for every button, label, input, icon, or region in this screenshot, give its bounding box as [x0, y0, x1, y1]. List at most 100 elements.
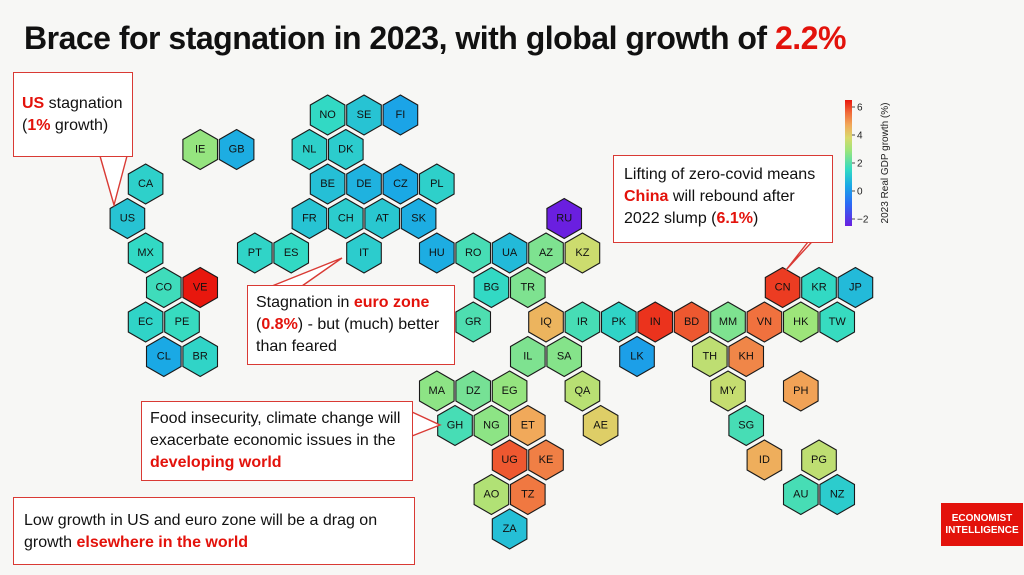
hex-shape — [637, 301, 674, 343]
hex-label: CZ — [393, 178, 408, 190]
title-highlight: 2.2% — [774, 20, 846, 56]
hex-label: PK — [611, 316, 626, 328]
hex-shape — [218, 128, 255, 171]
hex-label: EC — [138, 316, 153, 328]
callout-drag: Low growth in US and euro zone will be a… — [13, 497, 415, 565]
hex-ug: UG — [491, 439, 528, 481]
hex-label: PH — [793, 385, 808, 397]
hex-shape — [509, 266, 546, 309]
hex-ro: RO — [455, 232, 492, 274]
hex-fi: FI — [382, 94, 419, 136]
hex-label: DE — [356, 178, 371, 190]
hex-label: VE — [193, 282, 208, 294]
hex-label: LK — [630, 351, 644, 363]
hex-label: GB — [229, 144, 245, 156]
hex-shape — [418, 163, 455, 205]
hex-label: BR — [193, 351, 208, 363]
hex-shape — [600, 301, 637, 343]
hex-pe: PE — [164, 301, 200, 343]
hex-shape — [145, 266, 182, 309]
hex-label: CN — [775, 282, 791, 294]
hex-kr: KR — [801, 266, 837, 309]
chart-title: Brace for stagnation in 2023, with globa… — [24, 20, 846, 57]
hex-gh: GH — [437, 404, 473, 447]
hex-ke: KE — [528, 439, 564, 481]
hex-shape — [473, 266, 510, 309]
hex-label: ID — [759, 454, 770, 466]
hex-shape — [127, 301, 164, 343]
hex-shape — [455, 232, 492, 274]
hex-label: IT — [359, 247, 369, 259]
hex-ng: NG — [473, 404, 510, 447]
hex-shape — [837, 266, 874, 309]
hex-label: BD — [684, 316, 699, 328]
hex-shape — [746, 301, 783, 343]
hex-shape — [309, 94, 346, 136]
hex-label: SK — [411, 213, 426, 225]
hex-shape — [546, 335, 583, 378]
hex-shape — [473, 473, 510, 516]
hex-label: TH — [702, 351, 717, 363]
hex-au: AU — [782, 473, 819, 516]
hex-bg: BG — [473, 266, 510, 309]
hex-label: US — [120, 213, 135, 225]
hex-label: CA — [138, 178, 154, 190]
hex-label: JP — [849, 282, 862, 294]
hex-shape — [127, 232, 164, 274]
hex-shape — [728, 335, 765, 378]
hex-co: CO — [145, 266, 182, 309]
hex-shape — [291, 128, 328, 171]
hex-label: AZ — [539, 247, 553, 259]
hex-pl: PL — [418, 163, 455, 205]
hex-label: IN — [650, 316, 661, 328]
hex-iq: IQ — [528, 301, 564, 343]
hex-shape — [509, 473, 546, 516]
hex-label: DK — [338, 144, 354, 156]
hex-tz: TZ — [509, 473, 546, 516]
hex-label: QA — [574, 385, 591, 397]
hex-shape — [782, 473, 819, 516]
hex-at: AT — [364, 197, 401, 240]
hex-pg: PG — [801, 439, 837, 481]
hex-ir: IR — [564, 301, 601, 343]
hex-label: KZ — [575, 247, 589, 259]
hex-qa: QA — [564, 370, 601, 412]
hex-shape — [782, 370, 819, 412]
hex-tr: TR — [509, 266, 546, 309]
hex-label: NZ — [830, 489, 845, 501]
hex-ua: UA — [491, 232, 528, 274]
hex-shape — [491, 232, 528, 274]
hex-shape — [364, 197, 401, 240]
colorbar-tick-label: −2 — [857, 215, 869, 226]
hex-label: PL — [430, 178, 443, 190]
hex-label: GR — [465, 316, 482, 328]
hex-nl: NL — [291, 128, 328, 171]
hex-shape — [746, 439, 783, 481]
hex-be: BE — [309, 163, 346, 205]
hex-kz: KZ — [564, 232, 601, 274]
hex-shape — [327, 128, 364, 171]
hex-label: IL — [523, 351, 532, 363]
hex-label: KR — [811, 282, 826, 294]
colorbar-tick-label: 6 — [857, 103, 863, 114]
hex-label: UA — [502, 247, 518, 259]
hex-shape — [691, 335, 728, 378]
hex-label: KH — [739, 351, 754, 363]
hex-label: CL — [157, 351, 171, 363]
hex-lk: LK — [619, 335, 655, 378]
hex-label: PG — [811, 454, 827, 466]
hex-jp: JP — [837, 266, 874, 309]
hex-shape — [182, 128, 219, 171]
hex-ec: EC — [127, 301, 164, 343]
hex-shape — [455, 301, 492, 343]
hex-il: IL — [509, 335, 546, 378]
hex-mx: MX — [127, 232, 164, 274]
hex-mm: MM — [710, 301, 746, 343]
hex-shape — [291, 197, 328, 240]
hex-label: HK — [793, 316, 809, 328]
hex-shape — [346, 94, 382, 136]
hex-label: CH — [338, 213, 354, 225]
hex-th: TH — [691, 335, 728, 378]
hex-label: NO — [319, 109, 336, 121]
